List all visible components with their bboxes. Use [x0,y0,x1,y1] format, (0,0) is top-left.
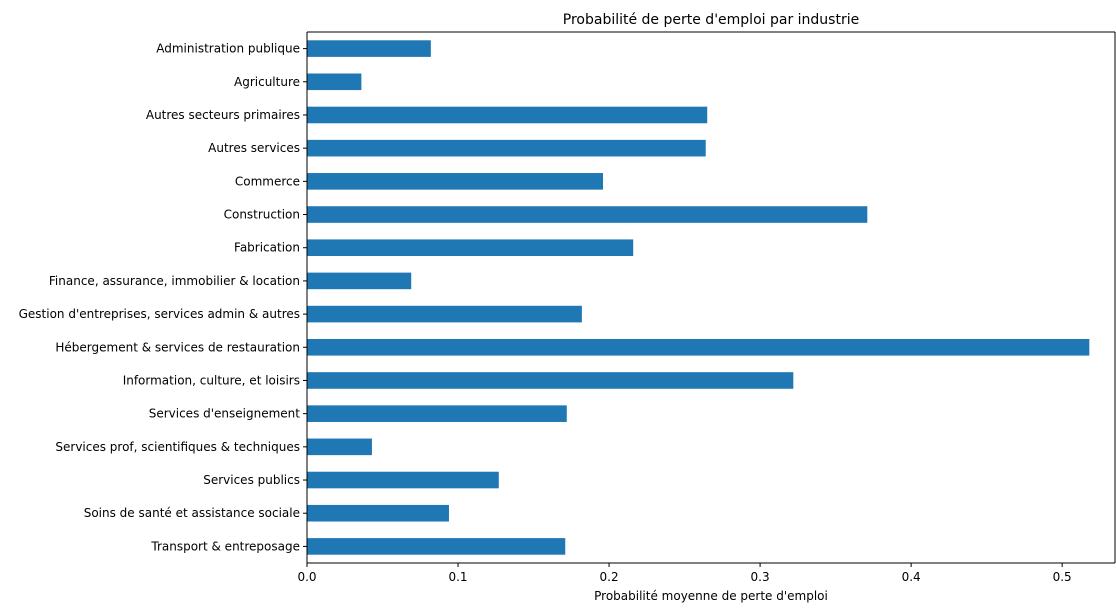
y-tick-label: Transport & entreposage [150,539,300,553]
x-tick-label: 0.0 [297,570,316,584]
y-tick-layer: Administration publique Agriculture Autres… [19,42,307,553]
bar [307,239,634,257]
axes-frame [306,31,1116,564]
y-tick-label: Gestion d'entreprises, services admin & … [19,307,300,321]
bar [307,372,794,389]
bar [307,106,708,124]
y-tick-label: Commerce [235,174,300,188]
bar [307,538,566,555]
y-tick-label: Agriculture [234,75,300,89]
y-tick-label: Hébergement & services de restauration [55,340,300,354]
bar [307,206,868,223]
bar [307,73,362,91]
x-tick-label: 0.5 [1053,570,1072,584]
y-tick-label: Finance, assurance, immobilier & locatio… [49,274,300,288]
x-tick-label: 0.4 [902,570,921,584]
y-tick-label: Services publics [203,473,300,487]
y-tick-label: Administration publique [156,42,300,56]
bar [307,338,1090,356]
bar [307,40,431,57]
x-axis-label: Probabilité moyenne de perte d'emploi [594,589,828,603]
y-tick-label: Services d'enseignement [149,407,301,421]
bar [307,173,604,190]
x-tick-label: 0.1 [448,570,467,584]
x-tick-label: 0.2 [600,570,619,584]
y-tick-label: Autres secteurs primaires [146,108,300,122]
bar [307,305,582,323]
y-tick-label: Autres services [208,141,300,155]
bar [307,405,567,422]
y-tick-label: Services prof, scientifiques & technique… [55,440,300,454]
bar [307,272,412,290]
chart-title: Probabilité de perte d'emploi par indust… [563,12,859,28]
y-tick-label: Construction [224,208,300,222]
bar [307,471,499,489]
bar [307,504,449,522]
y-tick-label: Soins de santé et assistance sociale [84,506,300,520]
x-tick-layer: 0.0 0.1 0.2 0.3 0.4 0.5 [297,563,1072,584]
bar [307,139,706,157]
x-tick-label: 0.3 [751,570,770,584]
bar [307,438,372,456]
bars-layer [307,40,1090,555]
y-tick-label: Information, culture, et loisirs [123,373,300,387]
y-tick-label: Fabrication [234,241,300,255]
